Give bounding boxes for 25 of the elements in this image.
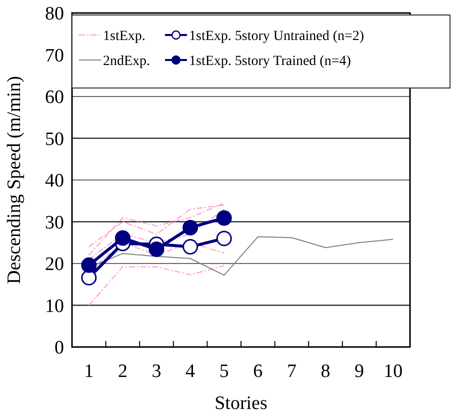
x-tick-label: 8 <box>320 361 330 382</box>
y-tick-label: 20 <box>45 254 64 276</box>
y-tick-label: 50 <box>45 128 64 150</box>
x-tick-label: 9 <box>354 361 364 382</box>
legend-label: 1stExp. 5story Trained (n=4) <box>189 54 352 69</box>
y-tick-label: 30 <box>45 212 64 234</box>
y-tick-label: 80 <box>45 4 64 25</box>
x-tick-label: 2 <box>118 361 128 382</box>
y-axis-title: Descending Speed (m/min) <box>4 76 25 284</box>
x-tick-label: 3 <box>152 361 162 382</box>
x-tick-label: 6 <box>253 361 263 382</box>
legend-label: 2ndExp. <box>103 54 150 69</box>
x-tick-label: 5 <box>219 361 229 382</box>
y-tick-label: 60 <box>45 87 64 108</box>
legend-label: 1stExp. <box>103 29 146 44</box>
y-tick-label: 70 <box>45 45 64 66</box>
legend-label: 1stExp. 5story Untrained (n=2) <box>189 29 364 44</box>
y-tick-label: 0 <box>54 338 64 359</box>
y-tick-label: 40 <box>45 170 64 192</box>
x-tick-label: 10 <box>384 361 403 382</box>
x-tick-label: 1 <box>84 361 94 382</box>
x-tick-label: 4 <box>186 361 196 382</box>
x-axis-title: Stories <box>214 393 268 414</box>
y-tick-label: 10 <box>45 296 64 317</box>
x-tick-label: 7 <box>286 361 296 382</box>
